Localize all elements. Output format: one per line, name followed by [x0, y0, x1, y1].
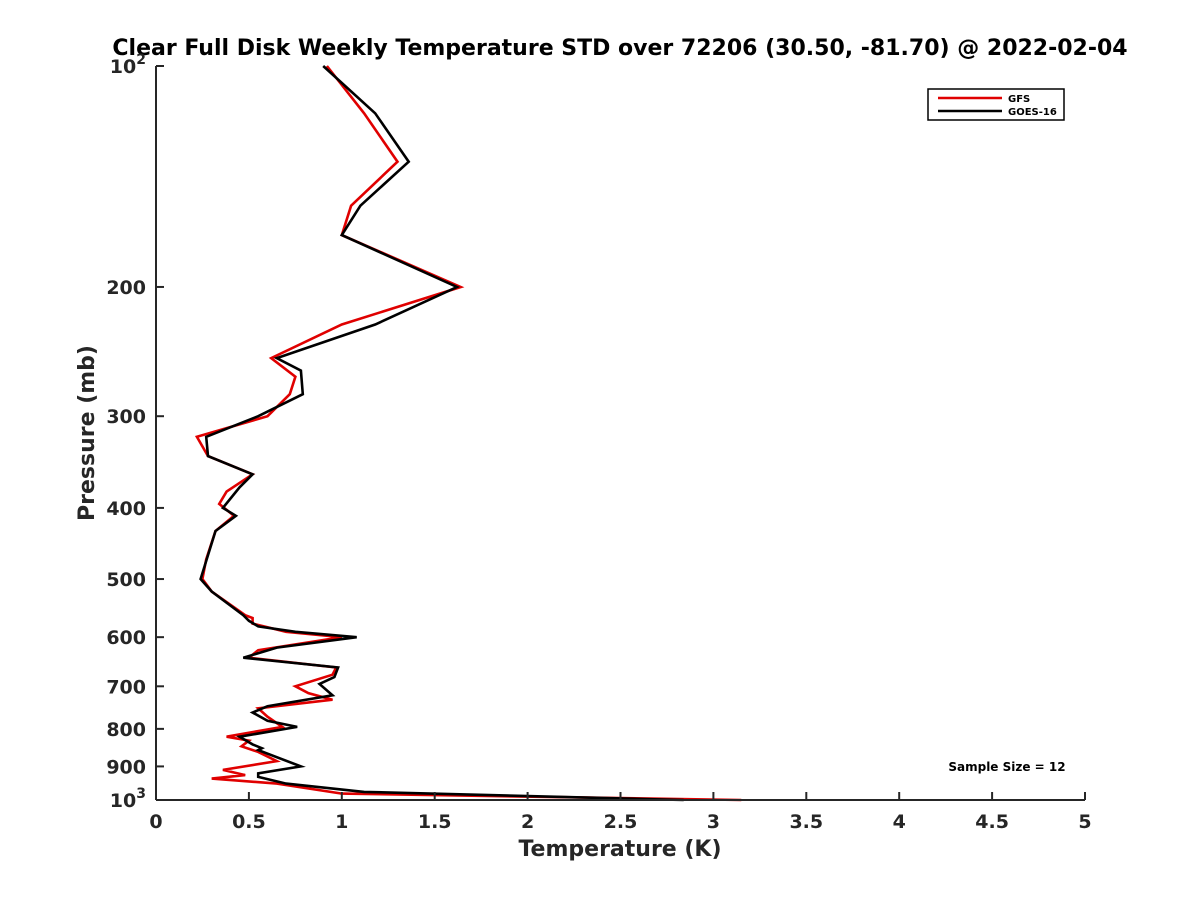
x-tick-label: 3 — [707, 811, 720, 833]
x-tick-label: 1.5 — [418, 811, 452, 833]
y-tick-label: 200 — [106, 277, 146, 299]
legend: GFS GOES-16 — [927, 88, 1065, 121]
x-tick-label: 2.5 — [604, 811, 638, 833]
y-tick-label: 400 — [106, 498, 146, 520]
y-tick-label: 600 — [106, 627, 146, 649]
y-tick-label: 103 — [110, 786, 146, 812]
sample-size-annotation: Sample Size = 12 — [948, 760, 1065, 774]
x-tick-label: 0 — [149, 811, 162, 833]
y-axis: 102 200 300 400 500 600 700 800 900 103 — [106, 52, 164, 812]
legend-box — [927, 88, 1065, 121]
legend-label: GFS — [1008, 94, 1030, 105]
y-tick-label: 900 — [106, 756, 146, 778]
y-tick-label: 700 — [106, 676, 146, 698]
x-tick-label: 4 — [893, 811, 906, 833]
x-tick-label: 0.5 — [232, 811, 266, 833]
y-tick-label: 500 — [106, 569, 146, 591]
y-tick-label: 300 — [106, 406, 146, 428]
y-tick-label: 800 — [106, 719, 146, 741]
x-tick-label: 5 — [1078, 811, 1091, 833]
x-tick-label: 4.5 — [975, 811, 1009, 833]
y-tick-label: 102 — [110, 52, 146, 78]
x-axis-label: Temperature (K) — [518, 837, 721, 862]
y-axis-label: Pressure (mb) — [75, 345, 100, 521]
series-line-goes-16 — [199, 65, 684, 802]
x-axis: 0 0.5 1 1.5 2 2.5 3 3.5 4 4.5 5 — [149, 792, 1092, 833]
x-tick-label: 1 — [335, 811, 348, 833]
plot-area — [194, 65, 742, 802]
x-tick-label: 3.5 — [789, 811, 823, 833]
series-line-gfs — [194, 65, 742, 802]
legend-label: GOES-16 — [1008, 107, 1057, 118]
chart-title: Clear Full Disk Weekly Temperature STD o… — [112, 36, 1127, 61]
x-tick-label: 2 — [521, 811, 534, 833]
